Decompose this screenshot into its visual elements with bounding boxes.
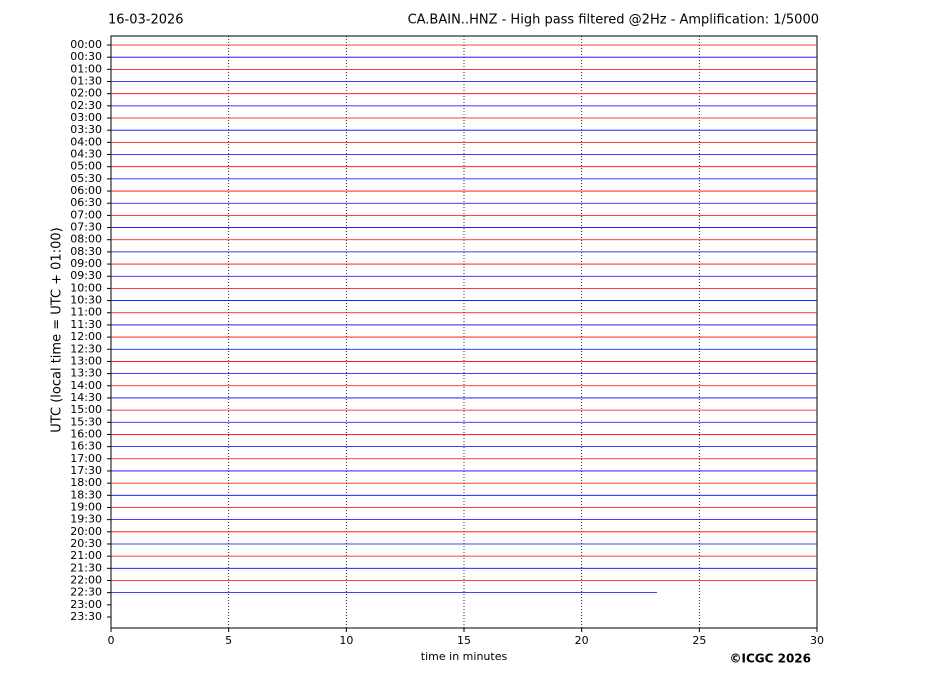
y-tick-label: 18:30: [70, 488, 102, 501]
y-tick-label: 05:30: [70, 172, 102, 185]
y-tick-label: 01:30: [70, 75, 102, 88]
y-tick-label: 19:00: [70, 500, 102, 513]
y-tick-label: 13:30: [70, 367, 102, 380]
x-tick-label: 20: [575, 634, 589, 647]
y-tick-label: 06:30: [70, 196, 102, 209]
x-tick-label: 25: [692, 634, 706, 647]
y-tick-label: 04:30: [70, 148, 102, 161]
y-tick-label: 15:00: [70, 403, 102, 416]
y-tick-label: 09:00: [70, 257, 102, 270]
y-tick-label: 23:30: [70, 610, 102, 623]
y-tick-label: 04:00: [70, 135, 102, 148]
x-axis-label: time in minutes: [421, 650, 508, 663]
chart-title: CA.BAIN..HNZ - High pass filtered @2Hz -…: [408, 13, 819, 28]
credit: ©ICGC 2026: [729, 652, 811, 666]
y-tick-label: 21:30: [70, 561, 102, 574]
y-tick-label: 09:30: [70, 269, 102, 282]
y-tick-label: 07:00: [70, 208, 102, 221]
y-tick-label: 14:00: [70, 379, 102, 392]
y-tick-label: 19:30: [70, 513, 102, 526]
y-tick-label: 05:00: [70, 160, 102, 173]
y-tick-label: 17:00: [70, 452, 102, 465]
x-tick-label: 5: [225, 634, 232, 647]
y-tick-label: 15:30: [70, 415, 102, 428]
y-tick-label: 21:00: [70, 549, 102, 562]
y-tick-label: 22:00: [70, 573, 102, 586]
y-tick-label: 10:30: [70, 294, 102, 307]
y-tick-label: 16:00: [70, 427, 102, 440]
y-tick-label: 20:00: [70, 525, 102, 538]
y-axis-label: UTC (local time = UTC + 01:00): [50, 227, 65, 432]
plot-frame: [110, 35, 818, 629]
y-tick-label: 00:00: [70, 38, 102, 51]
y-tick-label: 12:00: [70, 330, 102, 343]
x-tick-label: 30: [810, 634, 824, 647]
y-tick-label: 01:00: [70, 62, 102, 75]
y-tick-label: 08:00: [70, 233, 102, 246]
y-tick-label: 03:00: [70, 111, 102, 124]
y-tick-label: 00:30: [70, 50, 102, 63]
x-tick-label: 0: [108, 634, 115, 647]
y-tick-label: 06:00: [70, 184, 102, 197]
y-tick-label: 11:00: [70, 306, 102, 319]
y-tick-label: 13:00: [70, 354, 102, 367]
y-tick-label: 02:30: [70, 99, 102, 112]
x-tick-label: 10: [339, 634, 353, 647]
y-tick-label: 17:30: [70, 464, 102, 477]
y-tick-label: 20:30: [70, 537, 102, 550]
x-tick-label: 15: [457, 634, 471, 647]
y-tick-label: 02:00: [70, 87, 102, 100]
y-tick-label: 07:30: [70, 221, 102, 234]
y-tick-label: 16:30: [70, 440, 102, 453]
y-tick-label: 08:30: [70, 245, 102, 258]
y-tick-label: 14:30: [70, 391, 102, 404]
y-tick-label: 12:30: [70, 342, 102, 355]
y-tick-label: 23:00: [70, 598, 102, 611]
y-tick-label: 10:00: [70, 281, 102, 294]
y-tick-label: 03:30: [70, 123, 102, 136]
y-tick-label: 18:00: [70, 476, 102, 489]
date: 16-03-2026: [108, 13, 184, 28]
y-tick-label: 11:30: [70, 318, 102, 331]
y-tick-label: 22:30: [70, 586, 102, 599]
